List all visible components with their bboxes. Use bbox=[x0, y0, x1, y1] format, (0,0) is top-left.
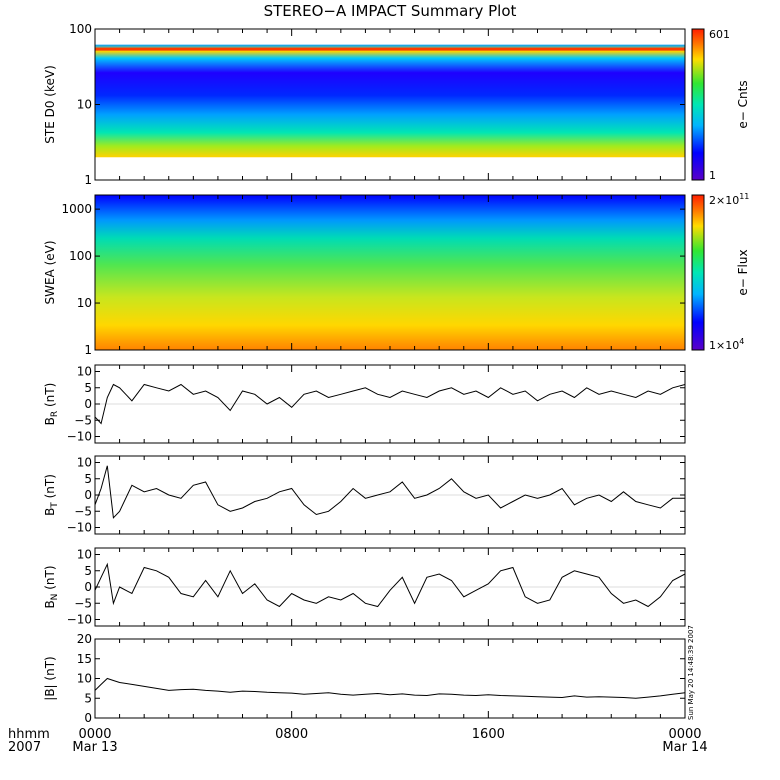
bt-ytick-label: 10 bbox=[77, 456, 92, 470]
time-row2-label: 2007 bbox=[8, 740, 41, 755]
swea-colorbar-min-exp: 4 bbox=[739, 337, 744, 346]
br-ylabel-unit: (nT) bbox=[43, 383, 57, 411]
br-ytick-label: 10 bbox=[77, 365, 92, 379]
bn-ytick-label: −10 bbox=[67, 613, 92, 627]
time-tick-label: 0800 bbox=[275, 727, 308, 742]
ste-colorbar-min-label: 1 bbox=[709, 169, 716, 182]
swea-colorbar-label: e− Flux bbox=[736, 249, 750, 295]
ste-bright-line bbox=[95, 47, 685, 51]
bt-ylabel: BT (nT) bbox=[43, 474, 60, 516]
swea-colorbar-max-exp: 11 bbox=[739, 192, 749, 201]
br-ytick-label: −5 bbox=[74, 413, 92, 427]
bt-ytick-label: 5 bbox=[84, 472, 92, 486]
bt-ylabel-unit: (nT) bbox=[43, 474, 57, 502]
timestamp-label: Sun May 20 14:48:39 2007 bbox=[687, 625, 695, 720]
bn-ylabel: BN (nT) bbox=[43, 565, 60, 608]
plot-title: STEREO−A IMPACT Summary Plot bbox=[264, 2, 517, 20]
swea-ytick-label: 100 bbox=[69, 249, 92, 263]
bn-ytick-label: 5 bbox=[84, 564, 92, 578]
bt-ytick-label: −5 bbox=[74, 504, 92, 518]
time-tick-sublabel: Mar 13 bbox=[72, 740, 117, 755]
panel-bmag: 0 5 10 15 20 |B| (nT) bbox=[43, 632, 686, 725]
bmag-ylabel: |B| (nT) bbox=[43, 656, 57, 700]
time-tick-label: 1600 bbox=[472, 727, 505, 742]
bt-ytick-label: −10 bbox=[67, 521, 92, 535]
bn-ytick-label: 10 bbox=[77, 548, 92, 562]
swea-ylabel: SWEA (eV) bbox=[43, 240, 57, 304]
br-ytick-label: −10 bbox=[67, 430, 92, 444]
br-trace bbox=[94, 383, 686, 425]
bn-ytick-label: −5 bbox=[74, 596, 92, 610]
swea-colorbar-max-label: 2×1011 bbox=[709, 192, 749, 207]
ste-spectrogram-band bbox=[95, 44, 685, 158]
ste-ylabel: STE D0 (keV) bbox=[43, 65, 57, 144]
panel-swea: 2×1011 1×104 e− Flux 1 10 100 1000 SWEA (eV) bbox=[43, 192, 750, 357]
bt-ylabel-sub: T bbox=[50, 502, 60, 509]
ste-ytick-label: 1 bbox=[84, 173, 92, 187]
ste-ytick-label: 10 bbox=[77, 98, 92, 112]
swea-ytick-label: 1 bbox=[84, 343, 92, 357]
bmag-frame bbox=[94, 638, 686, 719]
bmag-ytick-label: 10 bbox=[77, 672, 92, 686]
br-ylabel-sub: R bbox=[50, 411, 60, 417]
br-ytick-label: 5 bbox=[84, 381, 92, 395]
bmag-ytick-label: 5 bbox=[84, 691, 92, 705]
bn-ytick-label: 0 bbox=[84, 580, 92, 594]
swea-ytick-label: 10 bbox=[77, 296, 92, 310]
bn-ylabel-sub: N bbox=[50, 594, 60, 601]
ste-colorbar-label: e− Cnts bbox=[736, 80, 750, 128]
bn-ylabel-unit: (nT) bbox=[43, 565, 57, 593]
ste-ytick-label: 100 bbox=[69, 22, 92, 36]
time-row1-label: hhmm bbox=[8, 727, 50, 742]
br-ytick-label: 0 bbox=[84, 397, 92, 411]
ste-colorbar-max-label: 601 bbox=[709, 28, 730, 41]
br-ylabel: BR (nT) bbox=[43, 383, 60, 426]
bmag-trace bbox=[94, 677, 686, 699]
bmag-ytick-label: 0 bbox=[84, 711, 92, 725]
bt-ytick-label: 0 bbox=[84, 488, 92, 502]
time-tick-label: 0000 bbox=[668, 727, 701, 742]
time-tick-sublabel: Mar 14 bbox=[662, 740, 707, 755]
ste-colorbar bbox=[691, 28, 705, 181]
swea-colorbar-min-label: 1×104 bbox=[709, 337, 744, 352]
panel-bt: −10 −5 0 5 10 BT (nT) bbox=[43, 455, 686, 535]
swea-spectrogram bbox=[95, 195, 685, 350]
bn-trace bbox=[94, 562, 686, 608]
swea-ytick-label: 1000 bbox=[61, 202, 92, 216]
time-tick-label: 0000 bbox=[78, 727, 111, 742]
panel-br: −10 −5 0 5 10 BR (nT) bbox=[43, 364, 686, 444]
bmag-ytick-label: 20 bbox=[77, 632, 92, 646]
panel-ste: 601 1 e− Cnts 1 10 100 STE D0 (keV) bbox=[43, 22, 750, 187]
bmag-ytick-label: 15 bbox=[77, 652, 92, 666]
swea-colorbar bbox=[691, 194, 705, 351]
bt-trace bbox=[94, 465, 685, 519]
panel-bn: −10 −5 0 5 10 BN (nT) bbox=[43, 547, 686, 627]
